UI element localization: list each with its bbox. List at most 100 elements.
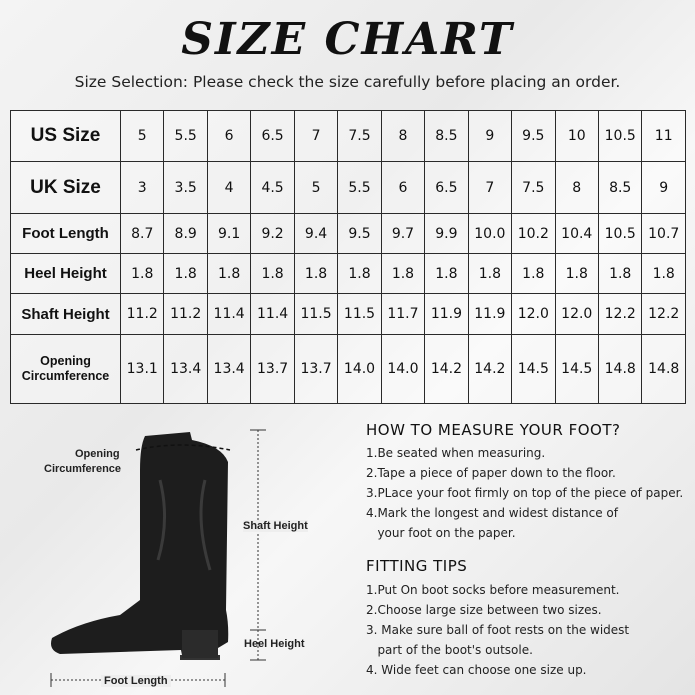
- table-cell: 12.2: [641, 293, 686, 335]
- list-item: 2.Choose large size between two sizes.: [366, 603, 602, 617]
- table-cell: 12.0: [554, 293, 599, 335]
- table-cell: 1.8: [511, 253, 556, 295]
- table-cell: 8.5: [597, 161, 643, 214]
- table-cell: 12.0: [511, 293, 556, 335]
- table-cell: 13.1: [119, 333, 165, 405]
- table-row: Foot Length 8.7 8.9 9.1 9.2 9.4 9.5 9.7 9.9 10.0 1…: [10, 212, 686, 255]
- table-cell: 1.8: [293, 253, 339, 295]
- list-item: 1.Be seated when measuring.: [366, 446, 546, 460]
- row-header: UK Size: [10, 161, 121, 214]
- boot-diagram: [50, 429, 266, 687]
- table-cell: 11.7: [380, 293, 426, 335]
- table-cell: 9: [467, 109, 513, 163]
- table-cell: 1.8: [467, 253, 513, 295]
- table-cell: 5.5: [337, 161, 382, 214]
- measure-heading: HOW TO MEASURE YOUR FOOT?: [366, 421, 621, 439]
- list-item: 1.Put On boot socks before measurement.: [366, 583, 620, 597]
- table-cell: 14.2: [424, 333, 469, 405]
- table-cell: 10.7: [641, 212, 686, 255]
- table-row: UK Size 3 3.5 4 4.5 5 5.5 6 6.5 7 7.5 8 8.5 9: [10, 161, 686, 214]
- table-cell: 6.5: [424, 161, 469, 214]
- table-cell: 8.9: [163, 212, 208, 255]
- table-cell: 3: [119, 161, 165, 214]
- table-cell: 1.8: [119, 253, 165, 295]
- table-cell: 14.5: [554, 333, 599, 405]
- table-row: Heel Height 1.8 1.8 1.8 1.8 1.8 1.8 1.8 1.8 1.8 1.…: [10, 253, 686, 295]
- table-cell: 7: [467, 161, 513, 214]
- table-cell: 9.4: [293, 212, 339, 255]
- table-cell: 14.0: [337, 333, 382, 405]
- row-header: US Size: [10, 109, 121, 163]
- table-cell: 11.5: [293, 293, 339, 335]
- table-row: US Size 5 5.5 6 6.5 7 7.5 8 8.5 9 9.5 10 10.5 11: [10, 109, 686, 163]
- table-cell: 4: [206, 161, 252, 214]
- table-cell: 11.2: [163, 293, 208, 335]
- list-item: 2.Tape a piece of paper down to the floo…: [366, 466, 616, 480]
- row-header: Shaft Height: [10, 293, 121, 335]
- table-cell: 1.8: [424, 253, 469, 295]
- table-cell: 13.4: [206, 333, 252, 405]
- list-item: 3.PLace your foot firmly on top of the p…: [366, 486, 684, 500]
- table-cell: 1.8: [250, 253, 295, 295]
- table-row: Shaft Height 11.2 11.2 11.4 11.4 11.5 11.5 11.7…: [10, 293, 686, 335]
- table-cell: 10.0: [467, 212, 513, 255]
- table-cell: 13.7: [293, 333, 339, 405]
- table-cell: 9.5: [511, 109, 556, 163]
- table-cell: 12.2: [597, 293, 643, 335]
- table-cell: 1.8: [206, 253, 252, 295]
- table-cell: 11.2: [119, 293, 165, 335]
- list-item: 4. Wide feet can choose one size up.: [366, 663, 587, 677]
- table-cell: 7.5: [511, 161, 556, 214]
- size-table: US Size 5 5.5 6 6.5 7 7.5 8 8.5 9 9.5 10 10.5 11 UK Si…: [10, 109, 686, 405]
- table-cell: 10.5: [597, 212, 643, 255]
- table-cell: 10.2: [511, 212, 556, 255]
- page-title: SIZE CHART: [181, 14, 514, 65]
- table-cell: 9.1: [206, 212, 252, 255]
- list-item: your foot on the paper.: [366, 526, 516, 540]
- table-cell: 11.9: [424, 293, 469, 335]
- row-header: Heel Height: [10, 253, 121, 295]
- table-cell: 3.5: [163, 161, 208, 214]
- table-cell: 8.7: [119, 212, 165, 255]
- circumference-label: Circumference: [44, 463, 122, 475]
- table-cell: 8: [554, 161, 599, 214]
- table-cell: 1.8: [337, 253, 382, 295]
- table-cell: 4.5: [250, 161, 295, 214]
- table-cell: 11.4: [206, 293, 252, 335]
- table-cell: 14.0: [380, 333, 426, 405]
- table-cell: 10.4: [554, 212, 599, 255]
- table-cell: 11: [641, 109, 686, 163]
- table-cell: 14.8: [597, 333, 643, 405]
- table-cell: 1.8: [163, 253, 208, 295]
- row-header: Foot Length: [10, 212, 121, 255]
- table-cell: 5: [293, 161, 339, 214]
- table-cell: 1.8: [641, 253, 686, 295]
- table-cell: 1.8: [380, 253, 426, 295]
- opening-label: Opening: [75, 448, 120, 460]
- table-cell: 11.9: [467, 293, 513, 335]
- heel-height-label: Heel Height: [244, 638, 305, 650]
- table-cell: 7.5: [337, 109, 382, 163]
- table-cell: 14.5: [511, 333, 556, 405]
- table-cell: 6: [380, 161, 426, 214]
- shaft-height-label: Shaft Height: [243, 520, 308, 532]
- tips-heading: FITTING TIPS: [366, 557, 468, 575]
- table-cell: 8: [380, 109, 426, 163]
- table-cell: 9.2: [250, 212, 295, 255]
- foot-length-label: Foot Length: [101, 675, 171, 687]
- table-cell: 6: [206, 109, 252, 163]
- table-cell: 9.7: [380, 212, 426, 255]
- table-cell: 13.4: [163, 333, 208, 405]
- subtitle: Size Selection: Please check the size ca…: [74, 73, 621, 91]
- boot-icon: [51, 432, 229, 660]
- table-cell: 9: [641, 161, 686, 214]
- table-cell: 11.5: [337, 293, 382, 335]
- table-cell: 11.4: [250, 293, 295, 335]
- list-item: part of the boot's outsole.: [366, 643, 533, 657]
- table-cell: 6.5: [250, 109, 295, 163]
- table-cell: 13.7: [250, 333, 295, 405]
- table-cell: 1.8: [597, 253, 643, 295]
- table-cell: 1.8: [554, 253, 599, 295]
- list-item: 3. Make sure ball of foot rests on the w…: [366, 623, 630, 637]
